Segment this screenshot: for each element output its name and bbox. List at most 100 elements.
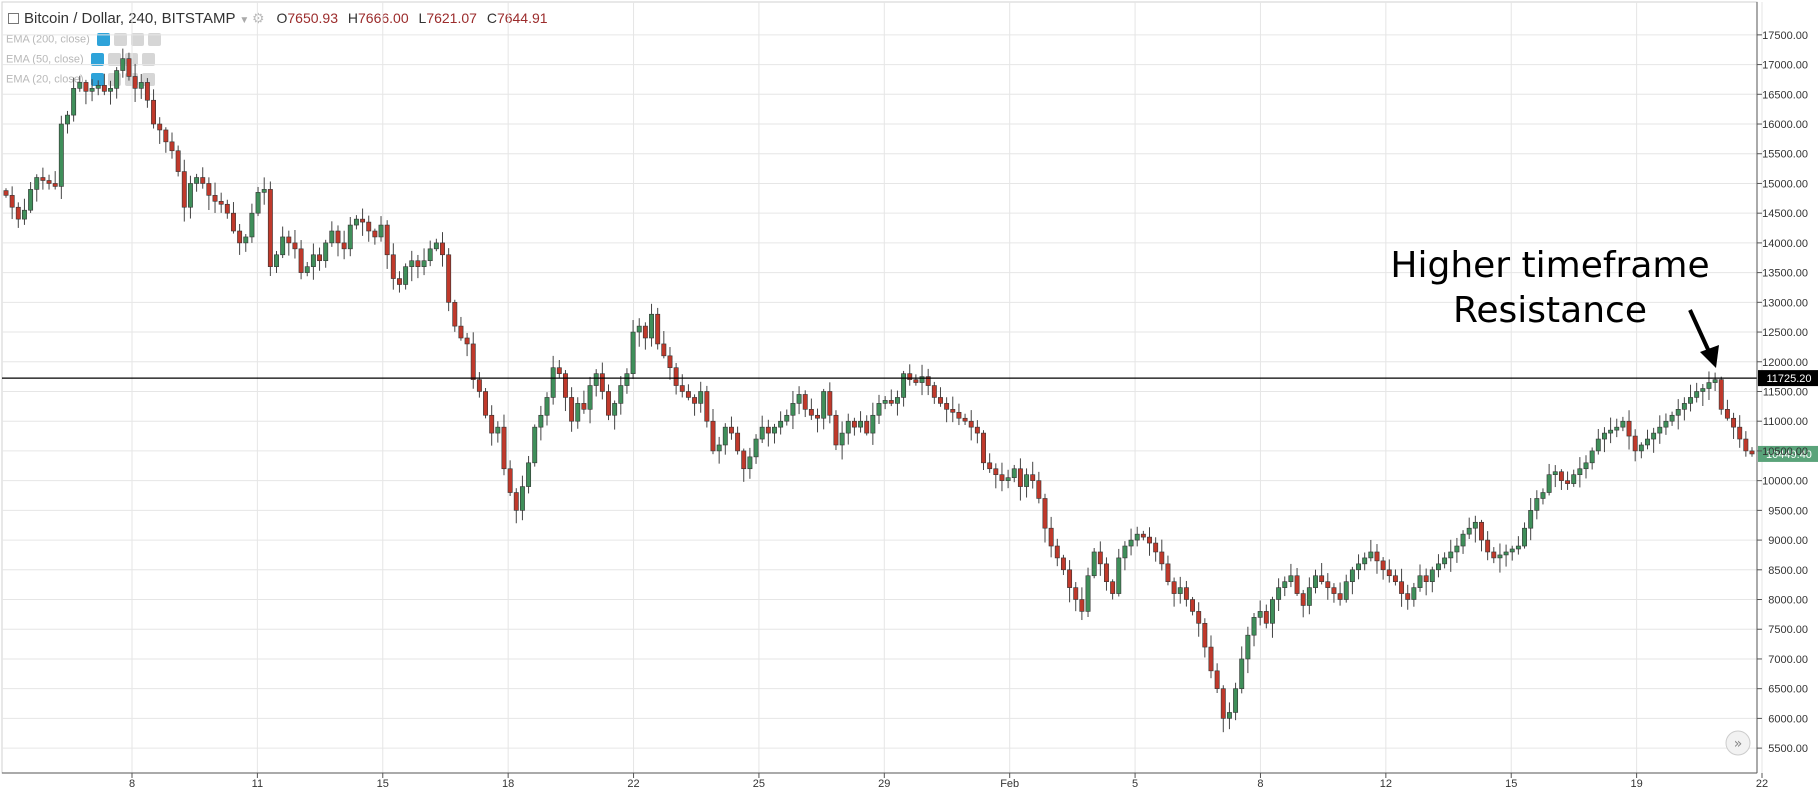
candle-body [1509, 548, 1515, 553]
candle-body [501, 426, 507, 470]
candle-body [1128, 539, 1134, 547]
y-tick-label: 7000.00 [1768, 654, 1808, 666]
x-tick-label: 18 [502, 778, 514, 790]
eye-icon[interactable] [90, 53, 104, 66]
candle-body [157, 123, 163, 131]
candle-body [372, 230, 378, 238]
candle-body [464, 337, 470, 345]
candle-body [981, 432, 986, 464]
candle-body [968, 420, 974, 428]
candle-body [765, 426, 771, 434]
more-icon[interactable] [130, 33, 144, 46]
candle-body [1220, 688, 1226, 719]
symbol-title[interactable]: Bitcoin / Dollar, 240, BITSTAMP [24, 10, 236, 27]
candle-body [341, 242, 347, 250]
candle-body [710, 420, 716, 452]
candle-body [1503, 551, 1509, 556]
candle-body [1558, 471, 1564, 481]
scroll-right-button[interactable] [1725, 730, 1751, 756]
candle-body [532, 426, 538, 464]
candle-body [1645, 438, 1650, 446]
plot-border [1, 1, 1758, 774]
candle-body [206, 183, 212, 196]
candle-body [1343, 581, 1349, 600]
open-value: 7650.93 [287, 10, 338, 26]
ohlc-values: O7650.93 H7666.00 L7621.07 C7644.91 [276, 10, 548, 26]
candle-body [624, 373, 630, 386]
x-tick-label: 22 [1756, 778, 1768, 790]
candle-body [587, 385, 593, 410]
candle-body [1153, 542, 1159, 553]
candle-body [894, 397, 900, 404]
indicator-ema-20[interactable]: EMA (20, close) [6, 73, 155, 86]
candle-body [685, 391, 691, 398]
settings-icon[interactable] [107, 53, 121, 66]
eye-icon[interactable] [96, 33, 110, 46]
candle-body [1608, 429, 1614, 434]
candle-body [1448, 551, 1454, 559]
candle-body [317, 254, 322, 262]
candle-body [999, 474, 1005, 481]
y-tick-label: 12000.00 [1762, 357, 1808, 369]
candle-body [1485, 539, 1491, 553]
candle-body [1614, 426, 1620, 431]
candle-body [569, 397, 575, 422]
candle-body [1079, 599, 1085, 612]
x-tick-label: 15 [377, 778, 389, 790]
dropdown-icon[interactable]: ▼ [239, 15, 253, 26]
candle-body [120, 58, 126, 71]
candle-body [1048, 527, 1054, 547]
candle-body [1700, 388, 1706, 392]
candle-body [728, 426, 734, 434]
candle-body [974, 426, 980, 434]
x-tick-label: 8 [129, 778, 135, 790]
candle-body [907, 373, 913, 380]
settings-icon[interactable] [113, 33, 127, 46]
candle-body [1724, 409, 1730, 419]
candle-body [212, 195, 218, 202]
x-tick-label: 29 [878, 778, 890, 790]
candle-body [347, 224, 353, 250]
candle-body [1399, 581, 1405, 594]
candle-body [1233, 688, 1239, 713]
annotation-line2: Resistance [1453, 290, 1647, 331]
candle-body [1171, 581, 1177, 594]
x-tick-label: 15 [1505, 778, 1517, 790]
candle-body [790, 403, 796, 416]
candle-body [858, 420, 864, 428]
candle-body [224, 203, 230, 214]
candle-body [1116, 557, 1122, 594]
candle-body [901, 373, 907, 398]
candle-body [931, 385, 937, 398]
candle-body [1122, 545, 1128, 559]
eye-icon[interactable] [90, 73, 104, 86]
candle-body [851, 420, 857, 428]
candle-body [1349, 569, 1355, 582]
candle-body [815, 414, 820, 419]
indicator-ema-200[interactable]: EMA (200, close) [6, 33, 161, 46]
collapse-icon[interactable] [8, 13, 19, 24]
candle-body [1528, 510, 1534, 529]
annotation-arrow-head [1700, 345, 1719, 368]
close-icon[interactable] [141, 53, 155, 66]
candle-body [144, 82, 150, 101]
candle-body [1392, 575, 1398, 582]
candle-body [1294, 575, 1300, 594]
x-tick-label: 8 [1257, 778, 1263, 790]
close-icon[interactable] [147, 33, 161, 46]
candle-body [735, 432, 741, 452]
candle-body [280, 236, 286, 256]
candle-body [304, 266, 310, 273]
candle-body [433, 242, 439, 250]
candle-body [1454, 545, 1460, 553]
candle-body [1214, 670, 1220, 689]
candle-body [593, 373, 599, 386]
settings-icon[interactable]: ⚙ [252, 10, 265, 26]
candle-body [378, 224, 384, 238]
x-tick-label: 12 [1380, 778, 1392, 790]
candle-body [550, 367, 556, 398]
candle-body [1024, 474, 1030, 487]
candle-body [1190, 599, 1195, 612]
candle-body [1688, 397, 1693, 404]
